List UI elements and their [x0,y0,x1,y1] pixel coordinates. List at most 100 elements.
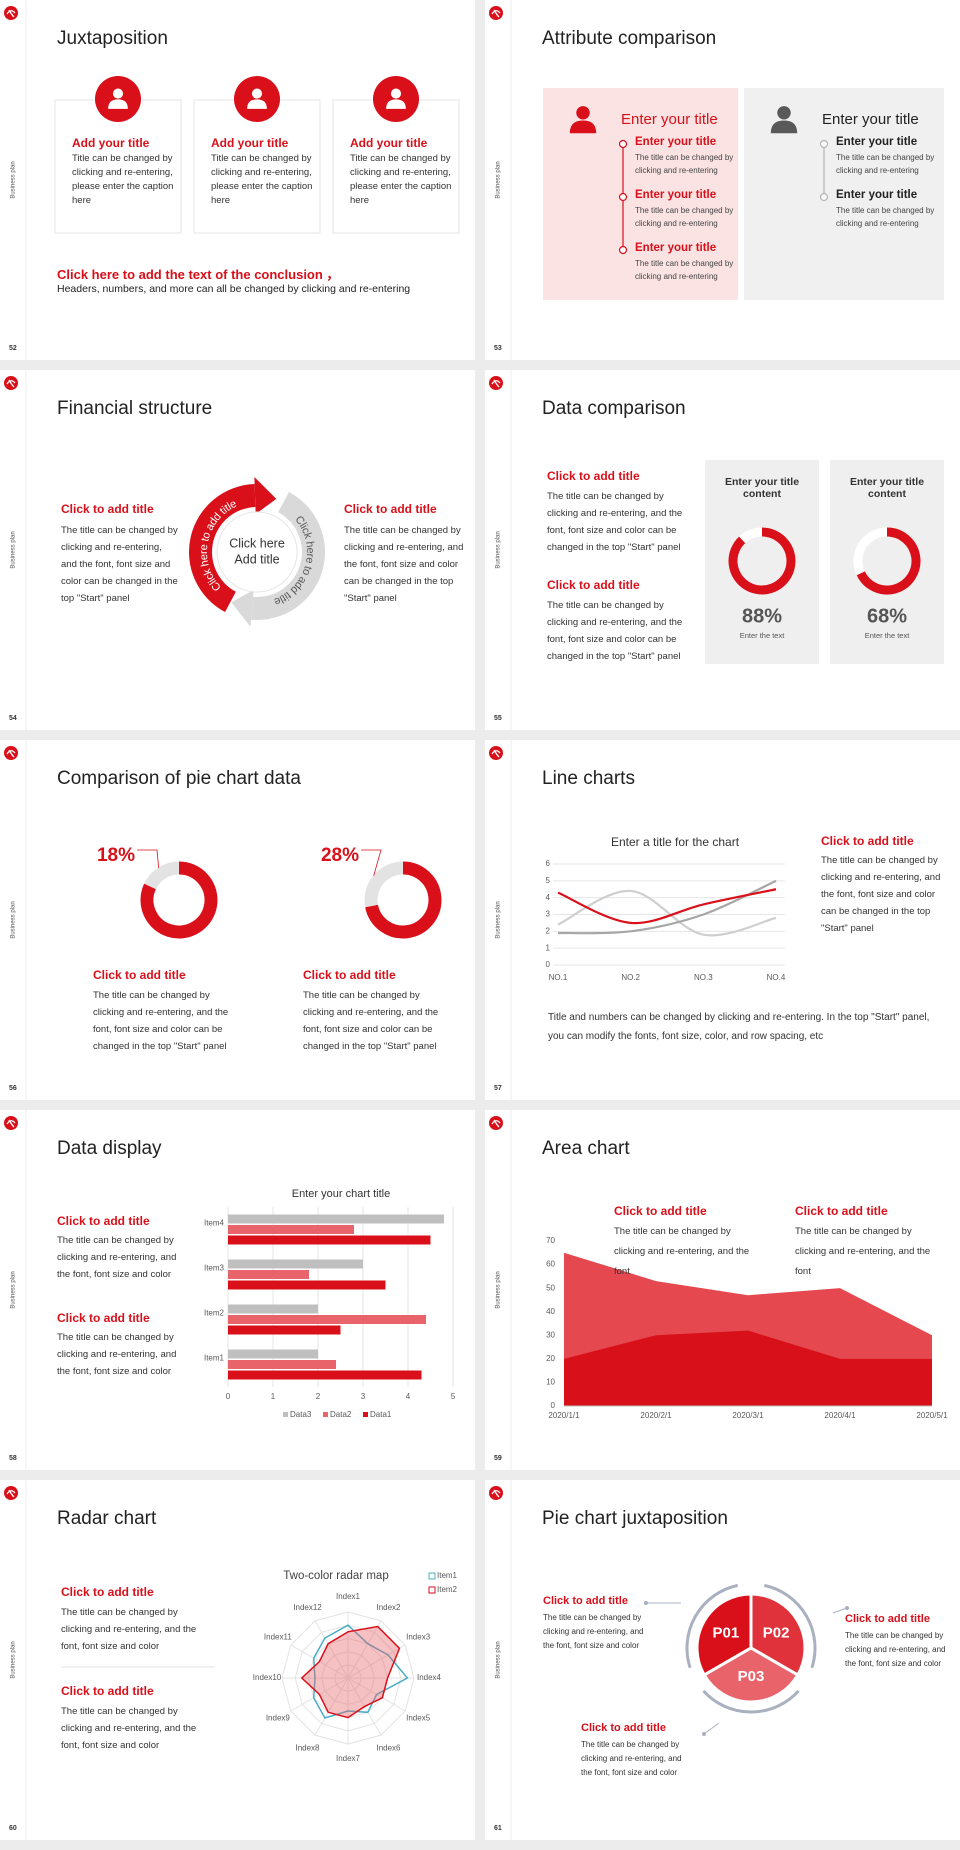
block-text: The title can be changed by clicking and… [61,1706,197,1751]
y-tick-label: 10 [546,1378,555,1387]
slide: Business plan 56 18% 28% Comparison of pie c… [0,740,475,1100]
ring-arc [763,1583,817,1669]
logo-mark [6,1119,16,1128]
leader-line [361,849,382,876]
logo-mark [491,749,501,758]
category-label: Index3 [406,1633,431,1642]
panel-title: Enter your title content [849,476,925,500]
page-number: 54 [9,715,17,722]
slide-title: Line charts [542,768,635,789]
conclusion-note: Headers, numbers, and more can all be ch… [57,283,411,295]
block-text: The title can be changed by clicking and… [303,990,439,1052]
segment-label: P03 [738,1668,765,1685]
slide: Business plan 59 0 10 20 30 40 50 60 70 2020/1/1 20… [485,1110,960,1470]
ring-arc [702,1689,800,1714]
block-text: The title can be changed by clicking and… [543,1613,644,1650]
logo-mark [491,379,501,388]
y-tick-label: 40 [546,1307,555,1316]
conclusion: Click here to add the text of the conclu… [57,267,340,282]
person-head [576,106,590,120]
sidebar-label: Business plan [11,531,17,568]
slide: Business plan 57 Enter a title for the cha… [485,740,960,1100]
bar [228,1360,336,1369]
timeline-dot [618,139,628,149]
item-text: The title can be changed by clicking and… [635,259,734,281]
radar-series [312,1624,409,1719]
value-label: 28% [321,845,359,866]
x-tick-label: NO.3 [694,973,713,982]
block-title: Click to add title [614,1204,707,1218]
x-tick-label: 3 [361,1392,366,1401]
category-label: Item3 [204,1264,225,1273]
logo-mark [6,9,16,18]
x-tick-label: 2020/1/1 [548,1411,580,1420]
category-label: Index10 [253,1673,282,1682]
category-label: Item2 [204,1309,225,1318]
item-title: Enter your title [635,242,717,254]
person-head [777,106,791,120]
cycle-center [216,511,298,593]
logo-mark [6,749,16,758]
item-text: The title can be changed by clicking and… [635,153,734,175]
x-tick-label: 5 [451,1392,456,1401]
slide-graphics: Business plan 61 P01 P02 P03 [489,1480,849,1840]
page-number: 55 [494,715,502,722]
item-title: Enter your title [635,136,717,148]
bar [228,1270,309,1279]
spoke [314,1677,349,1736]
block-text: The title can be changed by clicking and… [61,1607,197,1652]
spoke [347,1644,406,1679]
center-label: Add title [234,552,279,566]
logo-mark [491,1489,501,1498]
block-title: Click to add title [303,968,396,982]
chart-title: Two-color radar map [283,1570,388,1582]
value-label: 18% [97,845,135,866]
connector-dot [845,1606,849,1610]
y-tick-label: 3 [546,910,551,919]
person-head [390,88,402,99]
block-text: The title can be changed by clicking and… [845,1631,946,1668]
ring-arc [685,1583,739,1669]
page-number: 60 [9,1825,17,1832]
slide: Business plan 60 Two-color radar map Index1… [0,1480,475,1840]
y-tick-label: 0 [551,1401,556,1410]
slide-title: Data comparison [542,398,686,419]
y-tick-label: 5 [546,876,551,885]
connector-dot [644,1601,648,1605]
slide-title: Pie chart juxtaposition [542,1508,728,1529]
slide: Business plan 53 Attribute comparison Enter… [485,0,960,360]
logo-mark [6,1489,16,1498]
person-body [386,99,406,109]
caption: Enter the text [740,631,786,640]
legend-swatch [323,1412,328,1417]
panel-heading: Enter your title [621,111,718,128]
category-label: Index5 [406,1714,431,1723]
bar [228,1214,444,1224]
item-text: The title can be changed by clicking and… [836,206,935,228]
block-text: The title can be changed by clicking and… [795,1226,931,1277]
y-tick-label: 50 [546,1283,555,1292]
slide-graphics: Business plan 53 [489,0,944,360]
slide: Business plan 58 Enter your chart title 0 1 2… [0,1110,475,1470]
item-text: The title can be changed by clicking and… [836,153,935,175]
legend-label: Item1 [437,1571,458,1580]
legend-swatch [428,1586,436,1594]
block-text: Title can be changed by clicking and re-… [211,153,313,206]
person-body [569,120,597,134]
item-text: The title can be changed by clicking and… [635,206,734,228]
page-number: 56 [9,1085,17,1092]
sidebar-label: Business plan [11,161,17,198]
x-tick-label: NO.2 [621,973,640,982]
block-title: Click to add title [845,1613,930,1625]
person-body [247,99,267,109]
panel [705,460,819,664]
bar [228,1235,431,1245]
x-tick-label: 2020/5/1 [916,1411,948,1420]
x-tick-label: NO.1 [549,973,568,982]
legend-swatch [283,1412,288,1417]
panel-heading: Enter your title [822,111,919,128]
block-title: Click to add title [57,1214,150,1228]
chart-title: Enter your chart title [292,1188,390,1200]
y-tick-label: 0 [546,960,551,969]
legend-swatch [428,1572,436,1580]
